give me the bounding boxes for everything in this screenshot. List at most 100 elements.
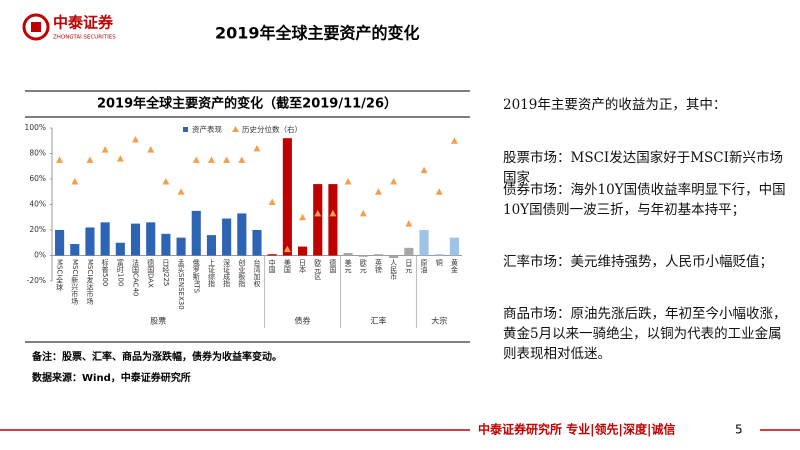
x-tick-label: 美元 [344,258,352,274]
x-tick-label: 孟买SENSEX30 [177,258,185,310]
bar [252,230,262,256]
marker [223,156,231,163]
bar [100,222,110,256]
marker [359,209,367,217]
page-number: 5 [735,423,743,437]
y-tick-label: 40% [29,200,46,209]
marker [86,156,94,163]
marker [56,156,64,163]
group-label: 股票 [150,317,166,326]
x-tick-label: MSCI全球 [56,259,64,291]
x-tick-label: 富时100 [116,258,124,286]
bar [161,233,171,256]
marker [207,156,215,163]
x-tick-label: 黄金 [450,258,458,273]
bar [343,252,353,256]
marker [192,156,200,163]
group-label: 汇率 [370,316,386,326]
bar [115,242,125,256]
bar [55,230,65,256]
bar [191,210,201,256]
marker [71,178,79,185]
legend-label: 历史分位数（右） [242,124,302,134]
paragraph: 债券市场：海外10Y国债收益率明显下行，中国10Y国债则一波三折，与年初基本持平… [503,182,786,218]
x-tick-label: 美国 [283,258,291,274]
paragraph: 股票市场：MSCI发达国家好于MSCI新兴市场国家 [503,150,783,186]
bar [389,255,399,259]
bar [404,247,414,256]
note: 备注：股票、汇率、商品为涨跌幅，债券为收益率变动。 [31,350,282,363]
bar [237,213,247,256]
bar [222,218,232,256]
legend-label: 资产表现 [192,124,222,134]
x-tick-label: 上证综指 [207,258,215,288]
bar [419,230,429,256]
y-tick-label: 60% [29,174,46,183]
x-tick-label: 铜 [435,258,443,267]
source: 数据来源：Wind，中泰证券研究所 [32,371,191,384]
bar [434,254,444,256]
bar [85,227,95,256]
marker [132,135,140,143]
footer-text: 中泰证券研究所 专业|领先|深度|诚信 [478,422,675,437]
bar [130,223,141,256]
marker [116,155,124,162]
y-tick-label: 80% [29,149,46,158]
x-tick-label: MSCI发达市场 [86,259,94,306]
bar [358,255,368,257]
bar [70,244,80,256]
chart-title: 2019年全球主要资产的变化（截至2019/11/26） [97,96,397,112]
marker [162,178,170,185]
legend-swatch [232,126,239,132]
page-title: 2019年全球主要资产的变化 [215,24,420,43]
x-tick-label: 日本 [299,259,307,274]
marker [283,245,291,253]
marker [344,178,352,185]
marker [435,188,443,195]
logo-icon [31,22,41,32]
x-tick-label: MSCI新兴市场 [71,259,79,306]
bar [373,254,384,256]
marker [374,188,382,195]
intro: 2019年主要资产的收益为正，其中： [503,97,727,113]
x-tick-label: 英镑 [374,258,382,274]
bar [282,138,292,256]
x-tick-label: 人民币 [390,259,398,281]
bar [449,237,459,256]
x-tick-label: 德国 [329,258,337,274]
marker [390,178,398,185]
marker [147,146,155,153]
x-tick-label: 欧元区 [314,258,322,280]
bar [328,184,338,256]
y-tick-label: -20% [27,276,46,285]
x-tick-label: 深证成指 [223,258,231,288]
marker [329,209,337,217]
bar [146,222,156,256]
x-tick-label: 德国DAX [147,258,155,288]
marker [420,166,428,174]
logo-subtext: ZHONGTAI SECURITIES [53,35,116,41]
x-tick-label: 创业板指 [238,258,246,288]
x-tick-label: 欧元 [359,258,367,274]
marker [253,144,261,152]
bar [206,235,216,256]
x-tick-label: 原油 [420,259,428,274]
marker [405,220,413,227]
y-tick-label: 100% [25,123,46,132]
x-tick-label: 中国 [268,258,276,274]
marker [314,209,322,217]
marker [238,156,246,163]
marker [268,198,276,205]
bar [313,184,323,256]
x-tick-label: 台湾加权 [253,258,261,288]
bar [267,254,277,256]
x-tick-label: 俄罗斯RTS [192,258,200,293]
y-tick-label: 0% [34,251,46,260]
logo-icon [22,13,50,41]
group-label: 债券 [295,316,311,326]
marker [177,188,185,195]
x-tick-label: 日元 [405,259,413,274]
x-tick-label: 法国CAC40 [132,258,140,296]
paragraph: 汇率市场：美元维持强势，人民币小幅贬值； [503,254,773,270]
